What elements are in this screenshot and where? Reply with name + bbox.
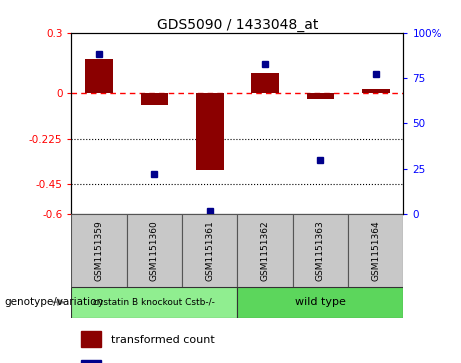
Text: cystatin B knockout Cstb-/-: cystatin B knockout Cstb-/- — [94, 298, 215, 307]
Bar — [127, 214, 182, 287]
Bar — [237, 214, 293, 287]
Bar — [293, 214, 348, 287]
Text: GSM1151362: GSM1151362 — [260, 220, 270, 281]
Text: GSM1151361: GSM1151361 — [205, 220, 214, 281]
Text: GSM1151360: GSM1151360 — [150, 220, 159, 281]
Bar — [85, 59, 113, 93]
Text: GSM1151359: GSM1151359 — [95, 220, 104, 281]
Bar — [362, 89, 390, 93]
Text: GSM1151364: GSM1151364 — [371, 220, 380, 281]
Bar — [251, 73, 279, 93]
Bar — [237, 287, 403, 318]
Bar — [196, 93, 224, 170]
Bar — [141, 93, 168, 105]
Text: transformed count: transformed count — [111, 335, 215, 344]
Text: GSM1151363: GSM1151363 — [316, 220, 325, 281]
Bar — [348, 214, 403, 287]
Bar — [71, 214, 127, 287]
Bar — [71, 287, 237, 318]
Text: wild type: wild type — [295, 297, 346, 307]
Text: genotype/variation: genotype/variation — [5, 297, 104, 307]
Title: GDS5090 / 1433048_at: GDS5090 / 1433048_at — [157, 18, 318, 32]
Bar — [307, 93, 334, 99]
Bar — [82, 360, 101, 363]
Bar — [182, 214, 237, 287]
Bar — [82, 331, 101, 347]
